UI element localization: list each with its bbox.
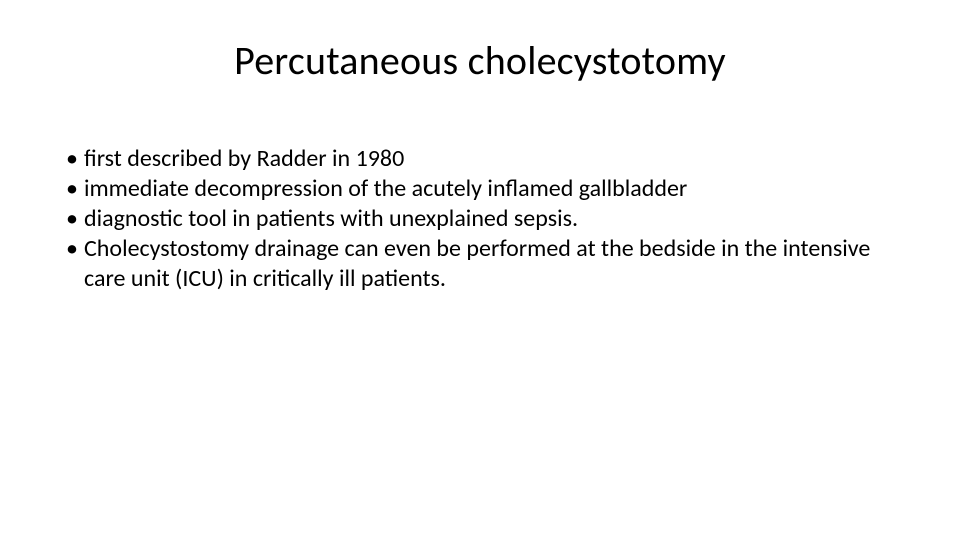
bullet-icon: • (66, 174, 84, 204)
bullet-icon: • (66, 234, 84, 264)
slide-title: Percutaneous cholecystotomy (0, 36, 960, 85)
bullet-text: immediate decompression of the acutely i… (84, 174, 900, 204)
slide-body: • first described by Radder in 1980 • im… (66, 144, 900, 294)
bullet-text: Cholecystostomy drainage can even be per… (84, 234, 900, 294)
list-item: • first described by Radder in 1980 (66, 144, 900, 174)
list-item: • immediate decompression of the acutely… (66, 174, 900, 204)
list-item: • Cholecystostomy drainage can even be p… (66, 234, 900, 294)
bullet-icon: • (66, 204, 84, 234)
bullet-text: first described by Radder in 1980 (84, 144, 900, 174)
slide: Percutaneous cholecystotomy • first desc… (0, 0, 960, 540)
list-item: • diagnostic tool in patients with unexp… (66, 204, 900, 234)
bullet-icon: • (66, 144, 84, 174)
bullet-text: diagnostic tool in patients with unexpla… (84, 204, 900, 234)
